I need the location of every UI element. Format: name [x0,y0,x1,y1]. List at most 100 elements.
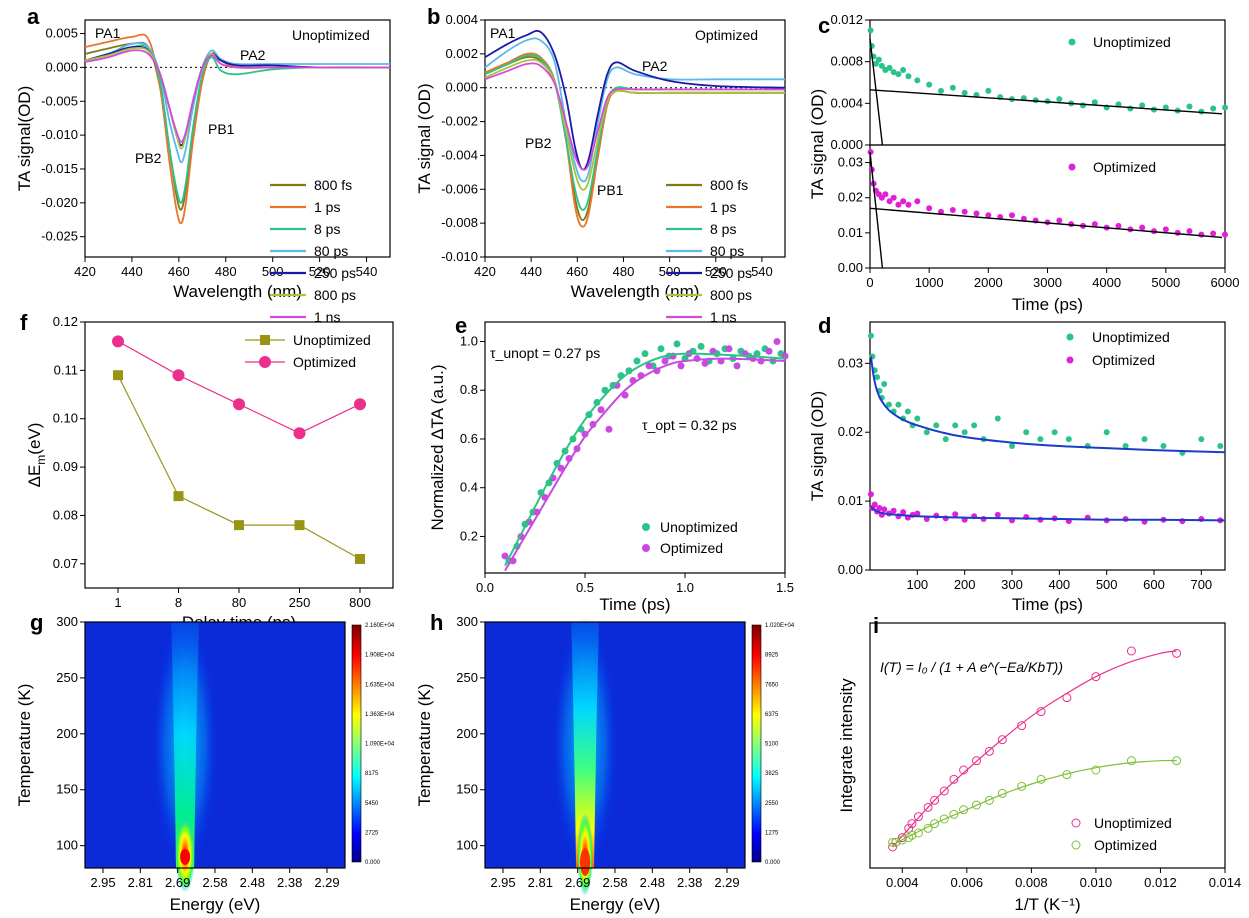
data-point [923,802,933,812]
data-point [765,347,773,355]
fit-line [892,759,1177,846]
legend-marker [642,523,650,531]
data-point [1032,97,1039,104]
x-axis-title: Energy (eV) [570,895,661,914]
data-point [1056,217,1063,224]
condition-label: Optimized [695,27,758,43]
data-point [1139,102,1146,109]
y-tick-label: -0.004 [441,147,478,162]
legend-label: Optimized [1093,159,1156,175]
legend-marker [1066,356,1074,364]
data-point [900,67,907,73]
colorbar-label: 5100 [765,742,779,748]
panel-letter: h [430,610,443,635]
data-point [1198,231,1205,238]
y-tick-label: -0.006 [441,181,478,196]
x-tick-label: 2.81 [128,875,153,890]
data-point [1139,224,1146,231]
y-tick-label: 1.0 [460,333,478,348]
x-tick-label: 480 [613,264,635,279]
y-axis-title: Temperature (K) [15,684,34,807]
panel-letter: d [818,313,831,338]
data-point [926,205,933,212]
data-point [914,510,921,517]
legend-label: 800 fs [710,177,748,193]
data-point [939,786,949,796]
data-point [933,422,940,429]
legend-label: Optimized [1094,837,1157,853]
fit-line [869,356,1226,454]
y-tick-label: 0.008 [830,54,863,69]
data-point [1172,756,1182,766]
legend-marker [642,544,650,552]
y-tick-label: 0.02 [838,424,863,439]
data-point [930,819,940,829]
x-tick-label: 80 [232,595,246,610]
data-point [949,207,956,214]
colorbar-label: 1.363E+04 [365,712,395,718]
y-axis-title: TA signal (OD) [808,89,827,199]
data-point [949,774,959,784]
x-tick-label: 0.004 [886,875,919,890]
data-point [872,60,879,67]
y-tick-label: 150 [56,782,78,797]
y-axis-title: TA signal (OD) [415,83,434,193]
legend-label: Optimized [1092,352,1155,368]
legend-marker [1066,333,1074,341]
fit-line [870,505,1226,522]
data-point [661,357,669,365]
data-point [1115,222,1122,229]
fit-line [504,352,786,567]
y-tick-label: 0.000 [830,137,863,152]
x-tick-label: 2.48 [640,875,665,890]
panel-letter: e [455,313,467,338]
data-point [905,201,912,208]
data-point [895,201,902,208]
legend-label: Unoptimized [293,332,371,348]
x-tick-label: 0.008 [1015,875,1048,890]
colorbar-label: 1.908E+04 [365,653,395,659]
x-tick-label: 300 [1001,577,1023,592]
y-tick-label: -0.025 [41,229,78,244]
data-point [923,823,933,833]
y-tick-label: -0.002 [441,114,478,129]
data-point [633,357,641,365]
panel-a: 420 440 460 480 500 520 540 -0.025 -0.020 -0.015 -… [15,4,391,325]
data-point [994,511,1001,518]
data-point [952,422,959,429]
data-point [886,198,893,205]
data-point [900,509,907,516]
x-axis-title: Time (ps) [1012,595,1083,614]
panel-letter: i [873,613,879,638]
x-tick-label: 5000 [1151,275,1180,290]
x-tick-label: 2000 [974,275,1003,290]
y-tick-label: 0.03 [838,155,863,170]
x-tick-label: 8 [175,595,182,610]
plot-frame [484,19,786,258]
x-tick-label: 440 [121,264,143,279]
data-point [997,788,1007,798]
annotation-tau-unopt: τ_unopt = 0.27 ps [490,345,600,361]
x-tick-label: 2.58 [202,875,227,890]
data-point [905,73,912,80]
data-point [867,491,874,498]
data-point [501,552,509,560]
annotation-label: PB2 [135,150,162,166]
data-point [355,553,365,564]
legend-label: Optimized [660,540,723,556]
panel-letter: a [27,4,40,29]
data-point [173,491,184,502]
data-point [904,408,911,415]
fit-equation: I(T) = I₀ / (1 + A e^(−Ea/KbT)) [880,659,1063,675]
legend-label: 1 ns [314,309,340,325]
x-axis-title: 1/T (K⁻¹) [1014,895,1080,914]
x-tick-label: 420 [474,264,496,279]
legend-marker [1068,38,1076,46]
data-point [895,401,902,408]
data-point [895,71,902,78]
data-point [875,56,882,63]
data-point [1103,429,1110,436]
data-point [994,415,1001,422]
data-point [867,332,874,339]
data-point [1174,229,1181,236]
